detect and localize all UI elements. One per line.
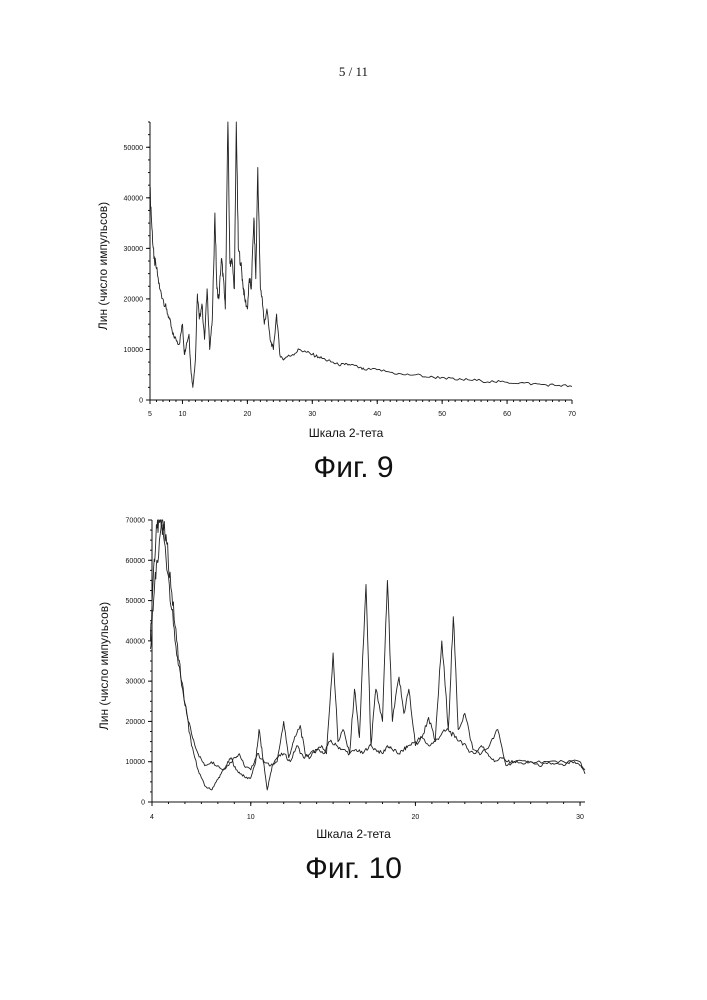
figure-9-caption: Фиг. 9	[0, 451, 707, 485]
y-tick-label: 10000	[126, 759, 146, 766]
x-tick-label: 50	[438, 411, 446, 418]
page-number: 5 / 11	[0, 64, 707, 80]
y-tick-label: 20000	[126, 719, 146, 726]
y-tick-label: 10000	[124, 347, 144, 354]
y-axis-title: Лин (число импульсов)	[96, 202, 110, 330]
x-tick-label: 5	[148, 411, 152, 418]
x-tick-label: 4	[150, 814, 154, 821]
x-axis-title: Шкала 2-тета	[316, 827, 391, 841]
x-tick-label: 10	[247, 814, 255, 821]
x-tick-label: 70	[568, 411, 576, 418]
x-tick-label: 10	[179, 411, 187, 418]
y-tick-label: 50000	[124, 145, 144, 152]
y-tick-label: 40000	[124, 195, 144, 202]
y-tick-label: 0	[139, 398, 143, 405]
figure-10-chart: 0 10000 20000 30000 40000 50000 60000 70000 4 10 2…	[0, 505, 707, 850]
x-tick-label: 30	[308, 411, 316, 418]
y-tick-label: 20000	[124, 296, 144, 303]
figure-10-caption: Фиг. 10	[0, 852, 707, 886]
x-tick-label: 20	[412, 814, 420, 821]
series-line-1	[150, 122, 572, 387]
x-axis-title: Шкала 2-тета	[309, 426, 384, 440]
y-tick-label: 70000	[126, 518, 146, 525]
y-tick-label: 30000	[124, 246, 144, 253]
y-tick-label: 0	[141, 800, 145, 807]
x-tick-label: 20	[243, 411, 251, 418]
y-tick-label: 40000	[126, 638, 146, 645]
y-tick-label: 50000	[126, 598, 146, 605]
x-tick-label: 30	[576, 814, 584, 821]
figure-9-chart: 0 10000 20000 30000 40000 50000 5 10 20 30 40 50 60 7…	[0, 110, 707, 450]
x-tick-label: 40	[373, 411, 381, 418]
x-tick-label: 60	[503, 411, 511, 418]
y-axis-title: Лин (число импульсов)	[97, 602, 111, 730]
y-tick-label: 30000	[126, 679, 146, 686]
y-tick-label: 60000	[126, 558, 146, 565]
